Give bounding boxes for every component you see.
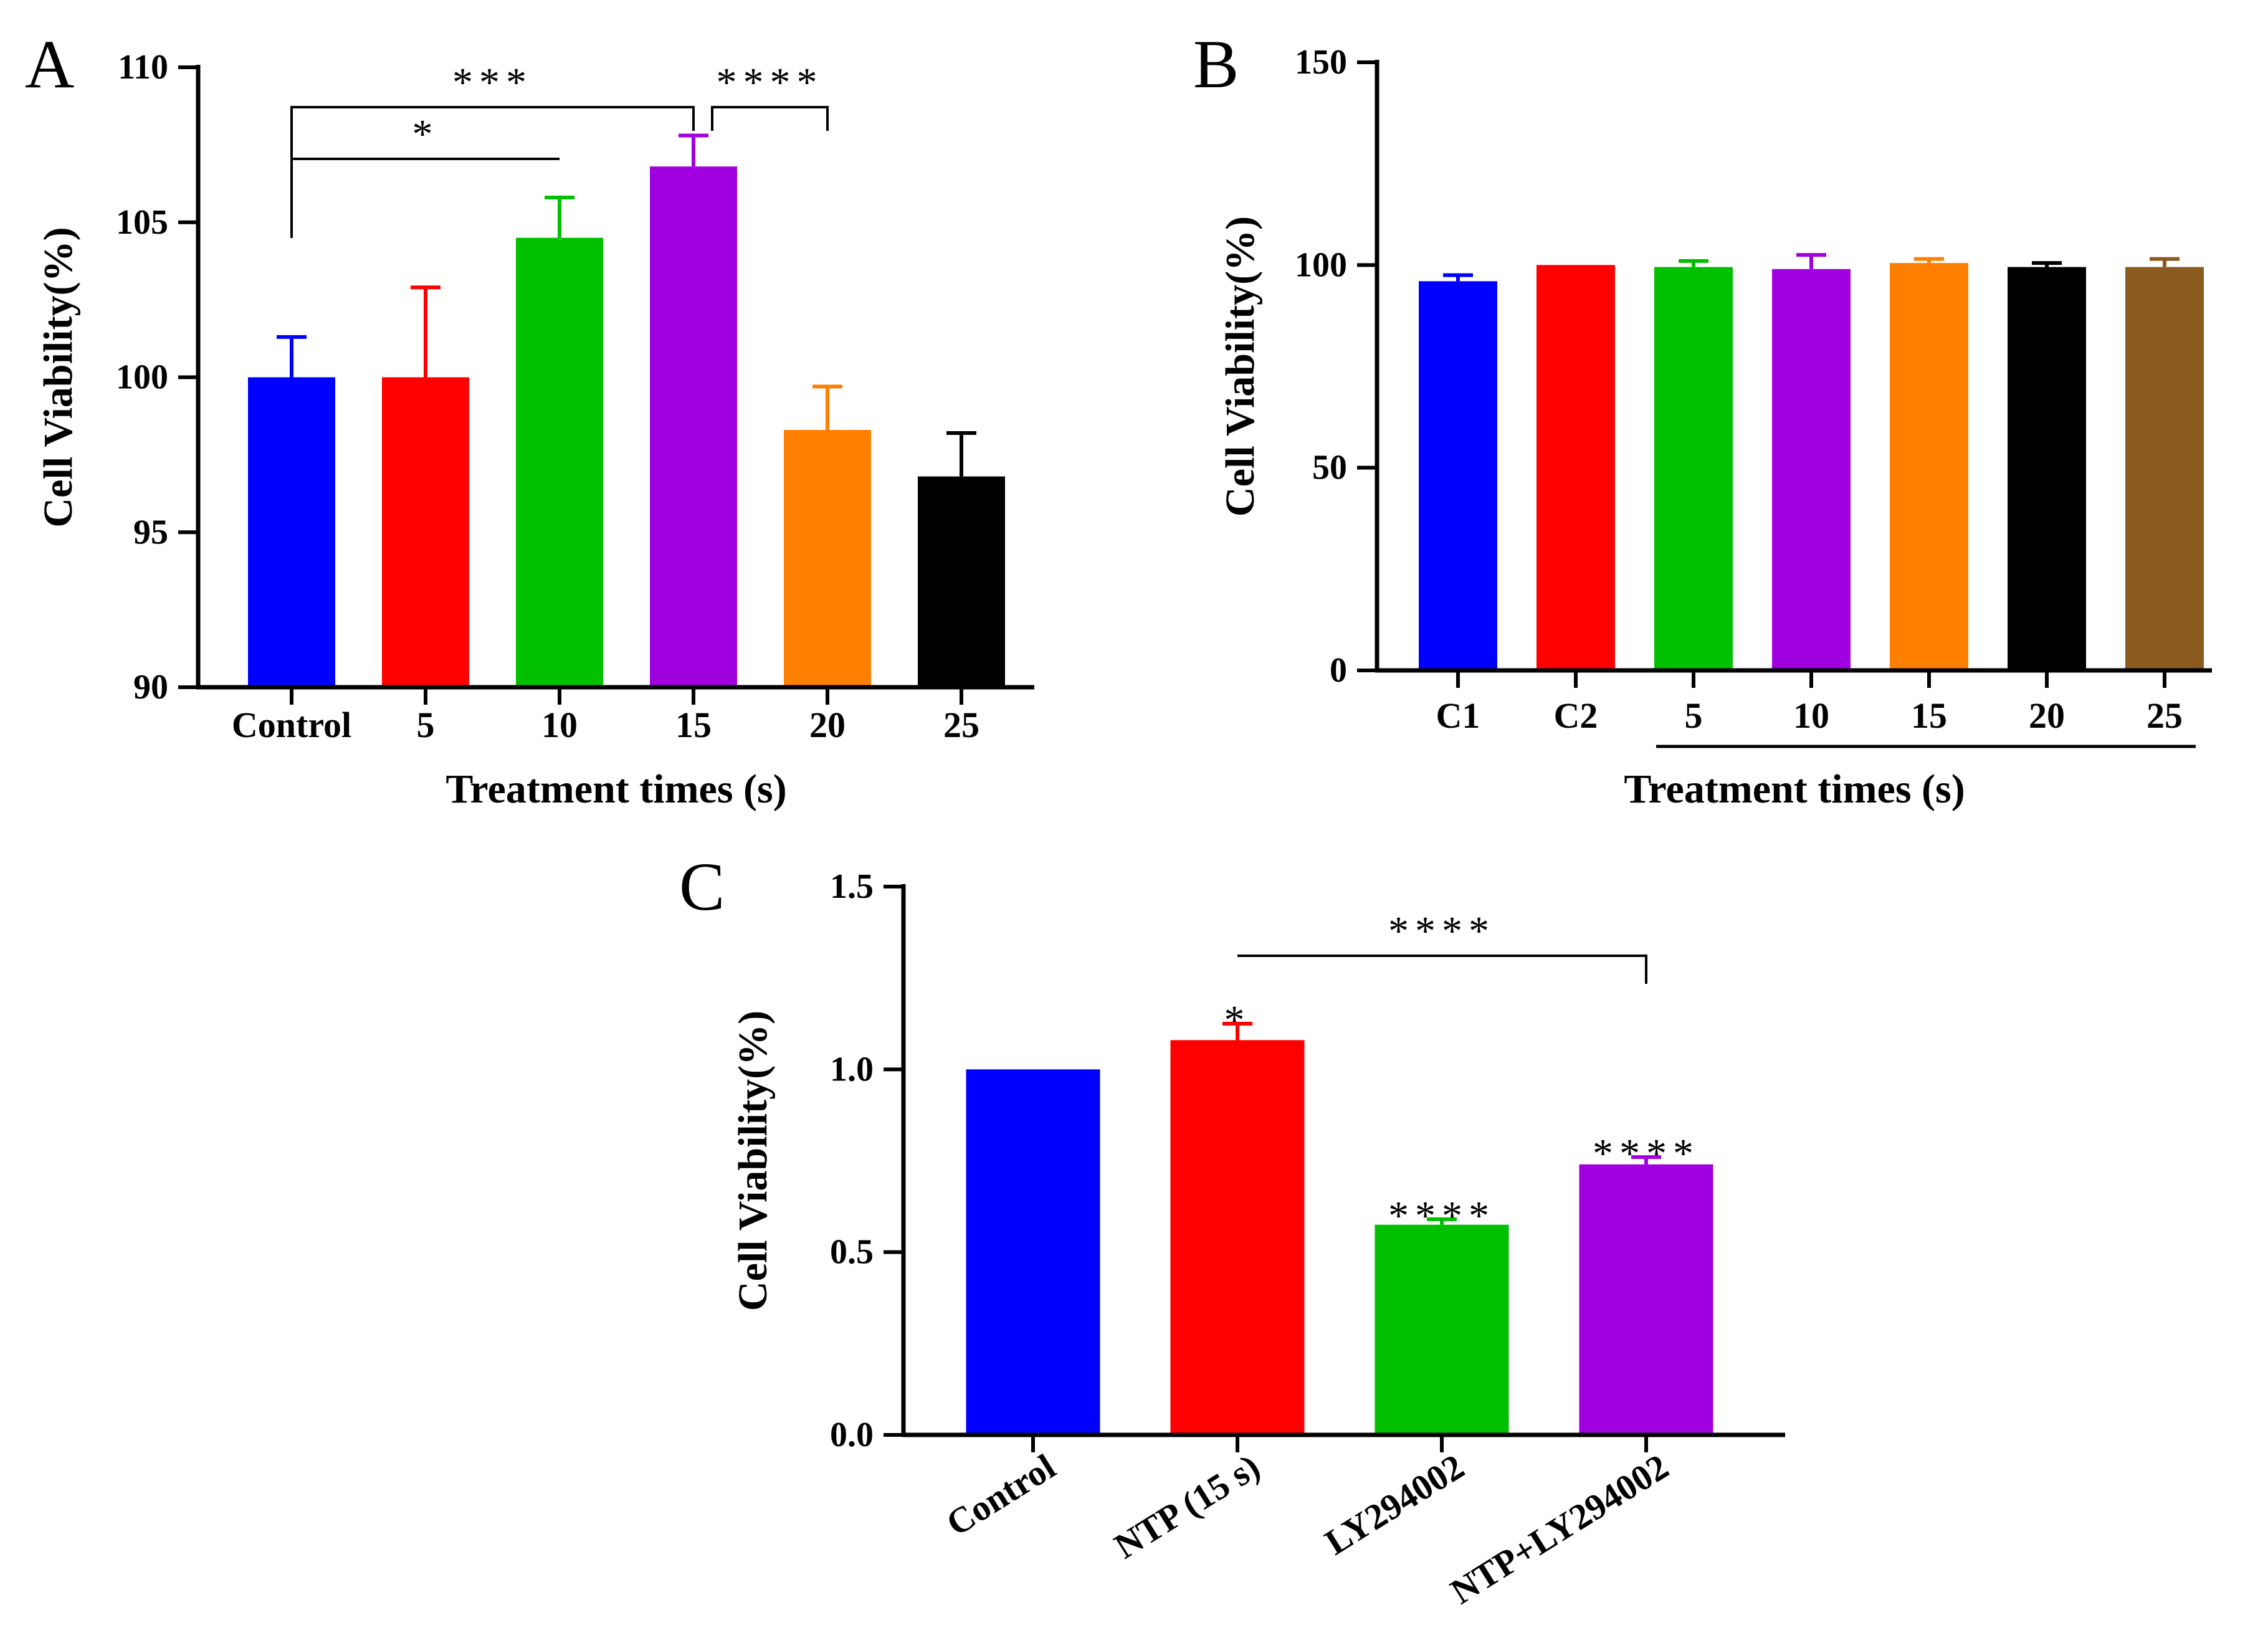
- bar-significance-label: *: [1224, 998, 1251, 1043]
- bar-5: [382, 377, 469, 687]
- bar-15: [650, 166, 737, 687]
- bar-C2: [1537, 265, 1615, 670]
- y-tick-label: 100: [1295, 245, 1347, 284]
- bar-NTP+LY294002: [1579, 1164, 1713, 1435]
- y-tick-label: 100: [116, 358, 168, 397]
- bar-Control: [248, 377, 335, 687]
- x-tick-label: 5: [417, 705, 435, 745]
- x-tick-label: 10: [1793, 695, 1829, 736]
- significance-bracket: [1237, 955, 1647, 984]
- bar-10: [1772, 269, 1851, 671]
- bar-25: [2125, 267, 2204, 670]
- y-tick-label: 0.0: [830, 1416, 874, 1454]
- x-tick-label: Control: [939, 1446, 1062, 1544]
- y-tick-label: 105: [116, 203, 168, 242]
- significance-label: ***: [452, 60, 533, 105]
- bar-20: [2008, 267, 2086, 670]
- y-tick-label: 1.0: [830, 1050, 874, 1088]
- panel-letter: C: [679, 849, 725, 925]
- panel-b: B 0 50 100 150 C1 C2 5 10 15 20 25 Cell Viability(%)…: [1193, 26, 2212, 812]
- y-axis-title: Cell Viability(%): [36, 227, 81, 527]
- bar-25: [918, 476, 1005, 687]
- y-axis-title: Cell Viability(%): [1217, 216, 1263, 517]
- x-tick-label: NTP+LY294002: [1444, 1446, 1675, 1612]
- x-tick-label: NTP (15 s): [1107, 1446, 1267, 1566]
- bar-NTP (15 s): [1170, 1040, 1305, 1435]
- x-tick-label: 20: [809, 705, 846, 745]
- y-tick-label: 1.5: [830, 867, 874, 906]
- bar-LY294002: [1375, 1224, 1509, 1435]
- y-tick-label: 95: [133, 513, 168, 551]
- panel-letter: A: [25, 26, 74, 102]
- significance-bracket: [290, 158, 560, 237]
- x-tick-label: C1: [1436, 695, 1480, 736]
- y-tick-label: 90: [133, 668, 168, 707]
- bar-C1: [1419, 281, 1497, 670]
- x-axis-title: Treatment times (s): [446, 766, 786, 812]
- y-tick-label: 0: [1330, 651, 1347, 690]
- significance-label: ****: [717, 60, 824, 105]
- x-tick-label: 15: [1911, 695, 1947, 736]
- significance-label: ****: [1388, 908, 1495, 954]
- y-tick-label: 110: [118, 48, 168, 87]
- x-tick-label: 5: [1685, 695, 1703, 736]
- y-tick-label: 150: [1295, 43, 1347, 82]
- significance-label: *: [412, 112, 439, 157]
- x-tick-label: 15: [675, 705, 712, 745]
- x-tick-label: LY294002: [1318, 1446, 1471, 1563]
- bar-15: [1890, 263, 1968, 671]
- x-tick-label: C2: [1554, 695, 1598, 736]
- panel-letter: B: [1193, 26, 1239, 102]
- x-tick-label: 25: [943, 705, 979, 745]
- bar-5: [1654, 267, 1733, 670]
- x-tick-label: 20: [2029, 695, 2065, 736]
- bar-10: [516, 237, 603, 687]
- bar-significance-label: ****: [1388, 1193, 1495, 1239]
- x-tick-label: 10: [541, 705, 578, 745]
- y-tick-label: 0.5: [830, 1233, 874, 1272]
- x-tick-label: 25: [2146, 695, 2183, 736]
- x-tick-label: Control: [232, 705, 351, 745]
- y-tick-label: 50: [1312, 449, 1347, 487]
- significance-bracket: [711, 106, 829, 131]
- significance-bracket: [290, 106, 695, 238]
- y-axis-title: Cell Viability(%): [730, 1011, 776, 1311]
- bar-Control: [966, 1069, 1100, 1435]
- x-axis-title: Treatment times (s): [1624, 766, 1965, 812]
- bar-significance-label: ****: [1593, 1131, 1700, 1176]
- bar-20: [784, 430, 871, 687]
- panel-a: A 90 95 100 105 110 Control 5 10 15 20 25 Cell Viabi…: [25, 26, 1034, 812]
